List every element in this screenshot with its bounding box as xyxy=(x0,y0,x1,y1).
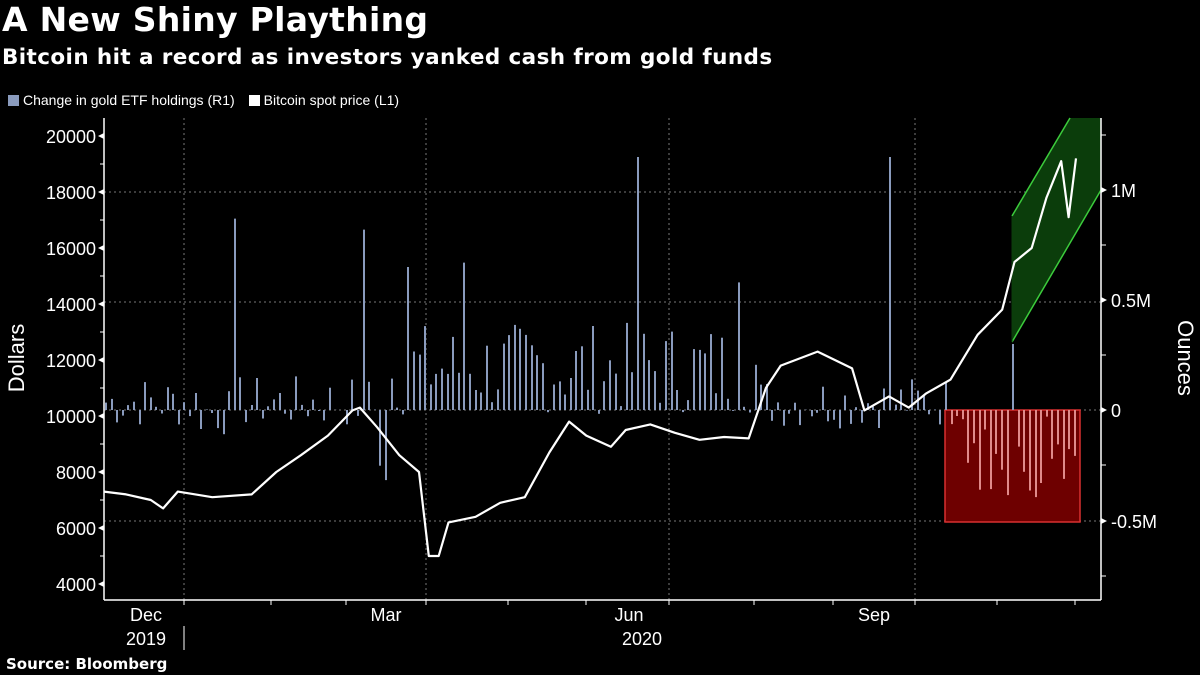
legend-label-bitcoin: Bitcoin spot price (L1) xyxy=(263,92,400,108)
bitcoin-price-line xyxy=(103,158,1078,558)
x-axis-labels: Dec 2019 Mar Jun 2020 Sep xyxy=(126,605,890,649)
rally-channel-band xyxy=(1012,118,1101,342)
chart-subtitle: Bitcoin hit a record as investors yanked… xyxy=(2,45,773,70)
x-tick-dec: Dec xyxy=(130,605,162,625)
gold-etf-bars xyxy=(105,157,1076,498)
right-axis-ticks xyxy=(1101,134,1106,577)
left-tick-16000: 16000 xyxy=(46,239,96,259)
right-tick-0-5m: 0.5M xyxy=(1111,291,1151,311)
left-tick-12000: 12000 xyxy=(46,351,96,371)
left-tick-14000: 14000 xyxy=(46,295,96,315)
left-axis-title: Dollars xyxy=(4,324,29,392)
legend-item-bitcoin: Bitcoin spot price (L1) xyxy=(248,92,400,108)
x-tick-mar: Mar xyxy=(371,605,402,625)
left-axis-labels: 20000 18000 16000 14000 12000 10000 8000… xyxy=(46,127,96,595)
outflow-highlight-box xyxy=(944,409,1081,523)
x-axis-ticks xyxy=(183,600,1076,650)
legend-label-gold-etf: Change in gold ETF holdings (R1) xyxy=(23,92,235,108)
legend-item-gold-etf: Change in gold ETF holdings (R1) xyxy=(8,92,235,108)
x-tick-2019: 2019 xyxy=(126,629,166,649)
x-tick-sep: Sep xyxy=(858,605,890,625)
right-axis-title: Ounces xyxy=(1173,320,1198,396)
rally-channel-upper-edge xyxy=(1011,117,1071,217)
right-tick-neg-0-5m: -0.5M xyxy=(1111,512,1157,532)
chart-title: A New Shiny Plaything xyxy=(2,0,429,39)
right-axis-arrows xyxy=(1101,187,1107,524)
left-tick-20000: 20000 xyxy=(46,127,96,147)
right-axis-labels: 1M 0.5M 0 -0.5M xyxy=(1111,181,1157,532)
left-tick-6000: 6000 xyxy=(56,519,96,539)
left-tick-18000: 18000 xyxy=(46,183,96,203)
right-tick-0: 0 xyxy=(1111,401,1121,421)
right-tick-1m: 1M xyxy=(1111,181,1136,201)
x-tick-2020: 2020 xyxy=(622,629,662,649)
gridlines xyxy=(104,118,1101,600)
left-tick-8000: 8000 xyxy=(56,463,96,483)
rally-channel-lower-edge xyxy=(1011,189,1102,343)
left-axis-ticks xyxy=(100,163,104,557)
legend-swatch-gold-etf xyxy=(8,94,19,106)
left-tick-4000: 4000 xyxy=(56,575,96,595)
legend-swatch-bitcoin xyxy=(248,94,260,106)
left-axis-arrows xyxy=(98,133,104,587)
axis-lines xyxy=(103,118,1102,601)
x-tick-jun: Jun xyxy=(614,605,643,625)
left-tick-10000: 10000 xyxy=(46,407,96,427)
legend: Change in gold ETF holdings (R1) Bitcoin… xyxy=(8,92,399,108)
source-note: Source: Bloomberg xyxy=(6,655,168,673)
